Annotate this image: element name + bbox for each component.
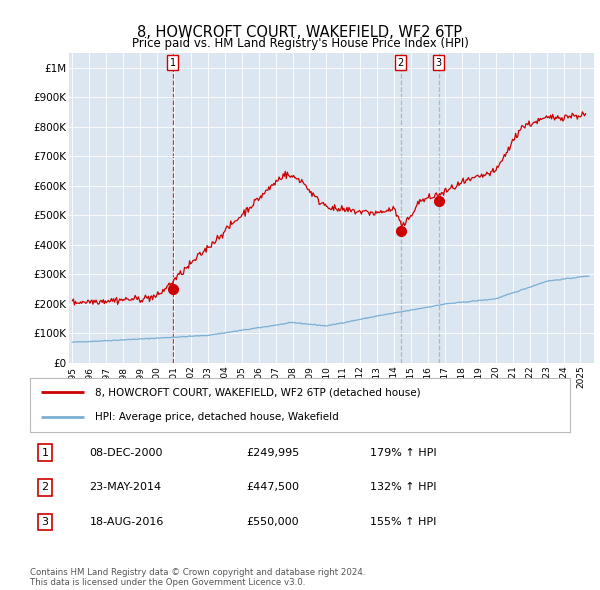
- Text: 2: 2: [398, 58, 404, 68]
- Text: 1: 1: [41, 448, 49, 458]
- Text: 8, HOWCROFT COURT, WAKEFIELD, WF2 6TP (detached house): 8, HOWCROFT COURT, WAKEFIELD, WF2 6TP (d…: [95, 387, 421, 397]
- Text: 3: 3: [41, 517, 49, 527]
- Text: 1: 1: [170, 58, 176, 68]
- Text: 155% ↑ HPI: 155% ↑ HPI: [370, 517, 437, 527]
- Text: 132% ↑ HPI: 132% ↑ HPI: [370, 483, 437, 492]
- Text: 3: 3: [436, 58, 442, 68]
- Text: 18-AUG-2016: 18-AUG-2016: [89, 517, 164, 527]
- Text: HPI: Average price, detached house, Wakefield: HPI: Average price, detached house, Wake…: [95, 412, 338, 422]
- Text: Contains HM Land Registry data © Crown copyright and database right 2024.
This d: Contains HM Land Registry data © Crown c…: [30, 568, 365, 587]
- Text: 2: 2: [41, 483, 49, 492]
- Text: 08-DEC-2000: 08-DEC-2000: [89, 448, 163, 458]
- Text: Price paid vs. HM Land Registry's House Price Index (HPI): Price paid vs. HM Land Registry's House …: [131, 37, 469, 50]
- Text: £249,995: £249,995: [246, 448, 299, 458]
- Text: 23-MAY-2014: 23-MAY-2014: [89, 483, 161, 492]
- Text: 179% ↑ HPI: 179% ↑ HPI: [370, 448, 437, 458]
- Text: £447,500: £447,500: [246, 483, 299, 492]
- Text: 8, HOWCROFT COURT, WAKEFIELD, WF2 6TP: 8, HOWCROFT COURT, WAKEFIELD, WF2 6TP: [137, 25, 463, 40]
- Text: £550,000: £550,000: [246, 517, 299, 527]
